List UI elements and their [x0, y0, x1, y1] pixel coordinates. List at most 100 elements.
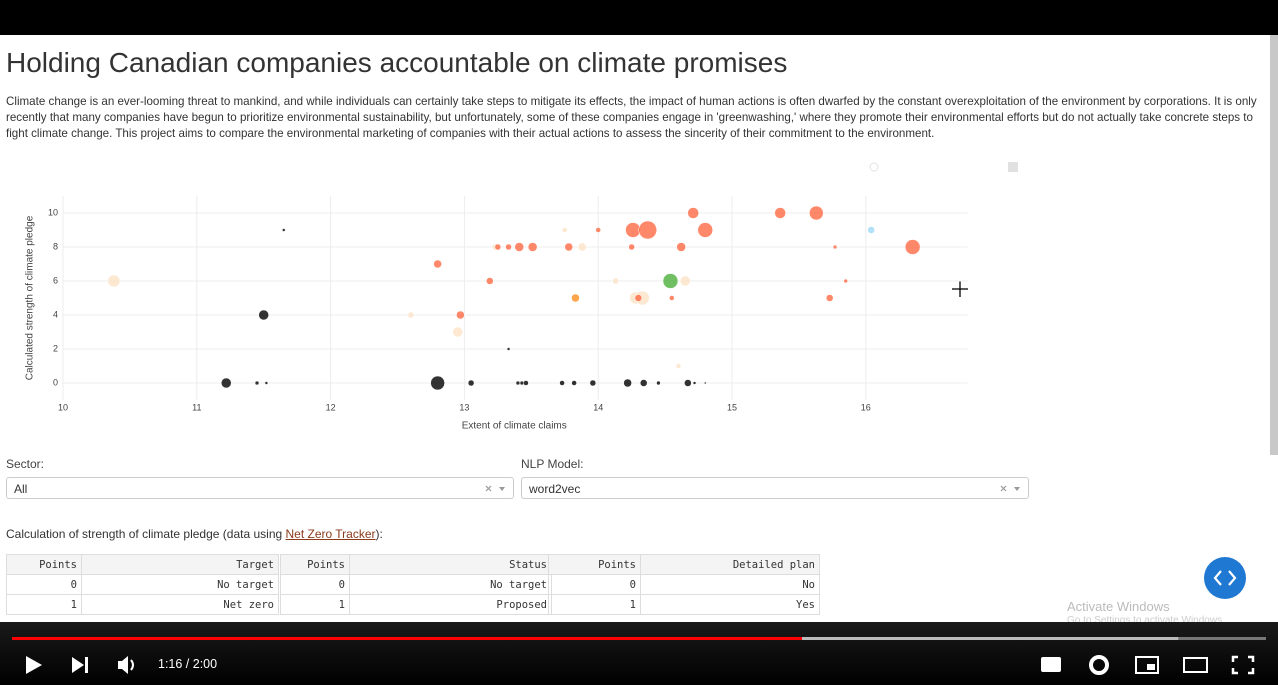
bubble [774, 207, 786, 219]
modebar-icon[interactable] [869, 162, 879, 172]
x-tick-label: 15 [727, 402, 737, 412]
note-text: Calculation of strength of climate pledg… [6, 527, 286, 541]
bubble [676, 242, 686, 252]
scrollbar[interactable] [1270, 35, 1278, 455]
bubble [692, 381, 697, 385]
bubble [467, 379, 475, 387]
header-cell: Target [81, 554, 279, 575]
bubble [571, 380, 577, 386]
bubble [634, 294, 643, 302]
theater-button[interactable] [1183, 657, 1208, 673]
bubble [505, 243, 512, 251]
x-tick-label: 12 [326, 402, 336, 412]
bubble [506, 347, 511, 351]
bubble [430, 375, 445, 391]
modebar [869, 162, 1018, 172]
table-header: Points Status [280, 554, 552, 575]
bubble [625, 222, 641, 238]
model-dropdown[interactable]: word2vec [521, 477, 1029, 499]
x-tick-label: 11 [192, 402, 201, 412]
net-zero-link[interactable]: Net Zero Tracker [285, 527, 376, 541]
bubble [662, 273, 679, 289]
player-icons [12, 637, 1266, 675]
table-cell: 1 [280, 594, 350, 615]
table-cell: No [640, 574, 820, 595]
next-button[interactable] [72, 657, 88, 673]
table-cell: Yes [640, 594, 820, 615]
table-row: 1 Yes [548, 594, 820, 615]
table-cell: 0 [548, 574, 641, 595]
settings-button[interactable] [1089, 655, 1109, 675]
web-page: Holding Canadian companies accountable o… [0, 35, 1278, 622]
x-axis-label: Extent of climate claims [462, 421, 567, 432]
bubble [527, 242, 538, 252]
table-cell: Proposed [349, 594, 552, 615]
header-cell: Points [548, 554, 641, 575]
fullscreen-button[interactable] [1231, 655, 1255, 675]
table-row: 1 Net zero [6, 594, 279, 615]
bubble [577, 242, 587, 252]
bubble [687, 207, 699, 219]
bubble [433, 259, 442, 269]
captions-button[interactable] [1041, 657, 1061, 672]
bubble [282, 228, 286, 232]
bubble [571, 293, 580, 303]
volume-button[interactable] [118, 656, 134, 674]
code-toggle-button[interactable] [1204, 557, 1246, 599]
cursor [952, 281, 968, 297]
y-axis-label: Calculated strength of climate pledge [25, 215, 36, 380]
sector-dropdown[interactable]: All [6, 477, 514, 499]
play-button[interactable] [26, 656, 42, 674]
table-cell: 1 [548, 594, 641, 615]
points-table: Points Target 0 No target 1 Net zero [6, 554, 279, 615]
bubble [220, 377, 232, 389]
x-tick-label: 10 [58, 402, 68, 412]
y-tick-label: 10 [48, 207, 58, 217]
table-header: Points Detailed plan [548, 554, 820, 575]
bubble [564, 242, 574, 252]
points-table: Points Detailed plan 0 No 1 Yes [548, 554, 820, 615]
bubble [486, 277, 494, 285]
table-row: 1 Proposed [280, 594, 552, 615]
filter-label: Sector: [6, 457, 45, 471]
table-cell: 0 [280, 574, 350, 595]
dropdown-icons [485, 485, 505, 492]
table-cell: 0 [6, 574, 82, 595]
table-row: 0 No [548, 574, 820, 595]
time-display: 1:16 / 2:00 [158, 657, 218, 671]
bubble [264, 381, 269, 385]
y-tick-label: 6 [53, 275, 58, 285]
header-cell: Points [6, 554, 82, 575]
modebar-icon[interactable] [1008, 162, 1018, 172]
page-description: Climate change is an ever-looming threat… [6, 95, 1257, 140]
y-tick-label: 4 [53, 309, 58, 319]
table-header: Points Target [6, 554, 279, 575]
bubble [452, 326, 463, 338]
page-title: Holding Canadian companies accountable o… [6, 47, 788, 78]
bubble [669, 295, 675, 301]
bubble [612, 277, 619, 285]
progress-bar [12, 637, 803, 640]
bubble [514, 242, 525, 252]
bubble [254, 380, 260, 386]
bubble [679, 275, 691, 287]
player-controls: 1:16 / 2:00 [0, 622, 1278, 685]
y-tick-label: 0 [53, 377, 58, 387]
bubble [515, 380, 521, 386]
bubble [595, 227, 601, 233]
bubble [697, 222, 713, 238]
header-cell: Points [280, 554, 350, 575]
miniplayer-button[interactable] [1135, 656, 1159, 674]
bubble [628, 243, 635, 251]
table-row: 0 No target [280, 574, 552, 595]
y-tick-label: 8 [53, 241, 58, 251]
x-tick-label: 13 [459, 402, 469, 412]
bubble [703, 381, 707, 385]
bubble [825, 294, 834, 302]
dropdown-value: All [14, 482, 28, 496]
bubble [456, 310, 465, 320]
bubble [258, 309, 269, 321]
x-tick-label: 16 [861, 402, 871, 412]
bubble [904, 239, 921, 255]
